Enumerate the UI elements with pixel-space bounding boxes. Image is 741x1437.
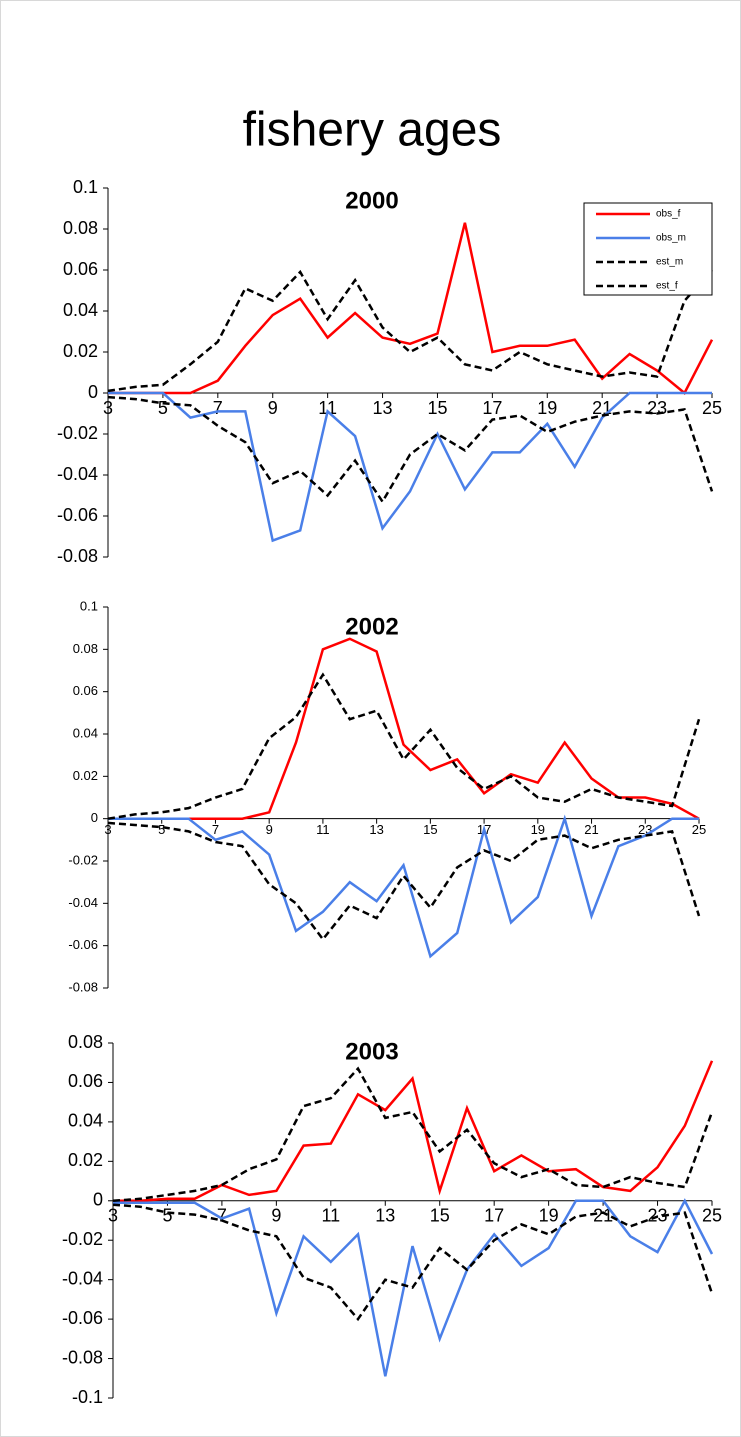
y-tick-label: 0.06 — [68, 1071, 103, 1091]
y-tick-label: 0.02 — [73, 768, 98, 783]
y-tick-label: 0.08 — [73, 641, 98, 656]
x-tick-label: 21 — [593, 1206, 613, 1226]
y-tick-label: -0.06 — [62, 1308, 103, 1328]
series-line — [108, 391, 712, 543]
series-line — [108, 637, 700, 820]
y-tick-label: 0.08 — [68, 1032, 103, 1052]
x-tick-label: 19 — [537, 398, 557, 418]
x-tick-label: 3 — [108, 1206, 118, 1226]
legend-box — [583, 202, 713, 296]
y-tick-label: -0.02 — [68, 852, 98, 867]
y-tick-label: 0 — [91, 810, 98, 825]
x-tick-label: 15 — [430, 1206, 450, 1226]
x-tick-label: 25 — [702, 398, 722, 418]
y-tick-label: 0.04 — [63, 300, 98, 320]
x-tick-label: 11 — [316, 822, 330, 837]
x-tick-label: 13 — [369, 822, 383, 837]
legend-label: est_m — [656, 257, 683, 268]
series-line — [107, 821, 701, 942]
legend-label: obs_f — [656, 209, 681, 220]
x-tick-label: 21 — [584, 822, 598, 837]
x-tick-label: 23 — [647, 398, 667, 418]
y-tick-label: 0 — [93, 1190, 103, 1210]
series-line — [107, 269, 713, 393]
series-line — [112, 1203, 714, 1322]
x-tick-label: 11 — [318, 398, 337, 418]
x-tick-label: 13 — [375, 1206, 395, 1226]
series-line — [113, 1198, 714, 1377]
legend-label: est_f — [656, 281, 678, 292]
y-tick-label: 0.04 — [68, 1111, 103, 1131]
chart-title: 2003 — [345, 1038, 398, 1065]
x-tick-label: 11 — [321, 1206, 340, 1226]
series-line — [108, 814, 699, 959]
y-tick-label: -0.04 — [57, 464, 98, 484]
y-tick-label: -0.02 — [62, 1229, 103, 1249]
x-tick-label: 19 — [531, 822, 545, 837]
y-tick-label: 0.06 — [63, 259, 98, 279]
x-tick-label: 5 — [158, 398, 168, 418]
y-tick-label: -0.08 — [62, 1347, 103, 1367]
y-tick-label: -0.08 — [57, 546, 98, 566]
x-tick-label: 9 — [266, 822, 273, 837]
x-tick-label: 7 — [212, 822, 219, 837]
x-tick-label: 7 — [213, 398, 223, 418]
legend-label: obs_m — [656, 233, 686, 244]
y-tick-label: -0.02 — [57, 423, 98, 443]
y-tick-label: -0.04 — [68, 895, 98, 910]
slide-title: fishery ages — [243, 104, 502, 157]
series-line — [107, 395, 714, 504]
x-tick-label: 25 — [702, 1206, 722, 1226]
x-tick-label: 9 — [268, 398, 278, 418]
y-tick-label: -0.06 — [68, 937, 98, 952]
y-tick-label: 0.02 — [63, 341, 98, 361]
y-tick-label: -0.1 — [72, 1387, 103, 1407]
x-tick-label: 15 — [427, 398, 447, 418]
series-line — [107, 672, 701, 820]
y-tick-label: 0.08 — [63, 218, 98, 238]
x-tick-label: 15 — [423, 822, 437, 837]
y-tick-label: 0 — [88, 382, 98, 402]
y-tick-label: 0.02 — [68, 1150, 103, 1170]
series-line — [108, 222, 714, 395]
chart-title: 2002 — [345, 613, 398, 640]
x-tick-label: 5 — [158, 822, 165, 837]
y-tick-label: 0.1 — [80, 598, 98, 613]
x-tick-label: 17 — [482, 398, 502, 418]
y-tick-label: 0.04 — [73, 725, 98, 740]
series-line — [113, 1060, 714, 1203]
x-tick-label: 9 — [271, 1206, 281, 1226]
x-tick-label: 13 — [373, 398, 393, 418]
y-tick-label: 0.1 — [73, 177, 98, 197]
y-tick-label: -0.04 — [62, 1268, 103, 1288]
x-tick-label: 3 — [103, 398, 113, 418]
y-tick-label: -0.06 — [57, 505, 98, 525]
y-tick-label: -0.08 — [68, 979, 98, 994]
x-tick-label: 7 — [217, 1206, 227, 1226]
chart-title: 2000 — [345, 187, 398, 214]
x-tick-label: 17 — [484, 1206, 504, 1226]
x-tick-label: 5 — [162, 1206, 172, 1226]
y-tick-label: 0.06 — [73, 683, 98, 698]
x-tick-label: 19 — [539, 1206, 559, 1226]
series-line — [112, 1066, 714, 1203]
x-tick-label: 25 — [692, 822, 706, 837]
x-tick-label: 3 — [104, 822, 111, 837]
